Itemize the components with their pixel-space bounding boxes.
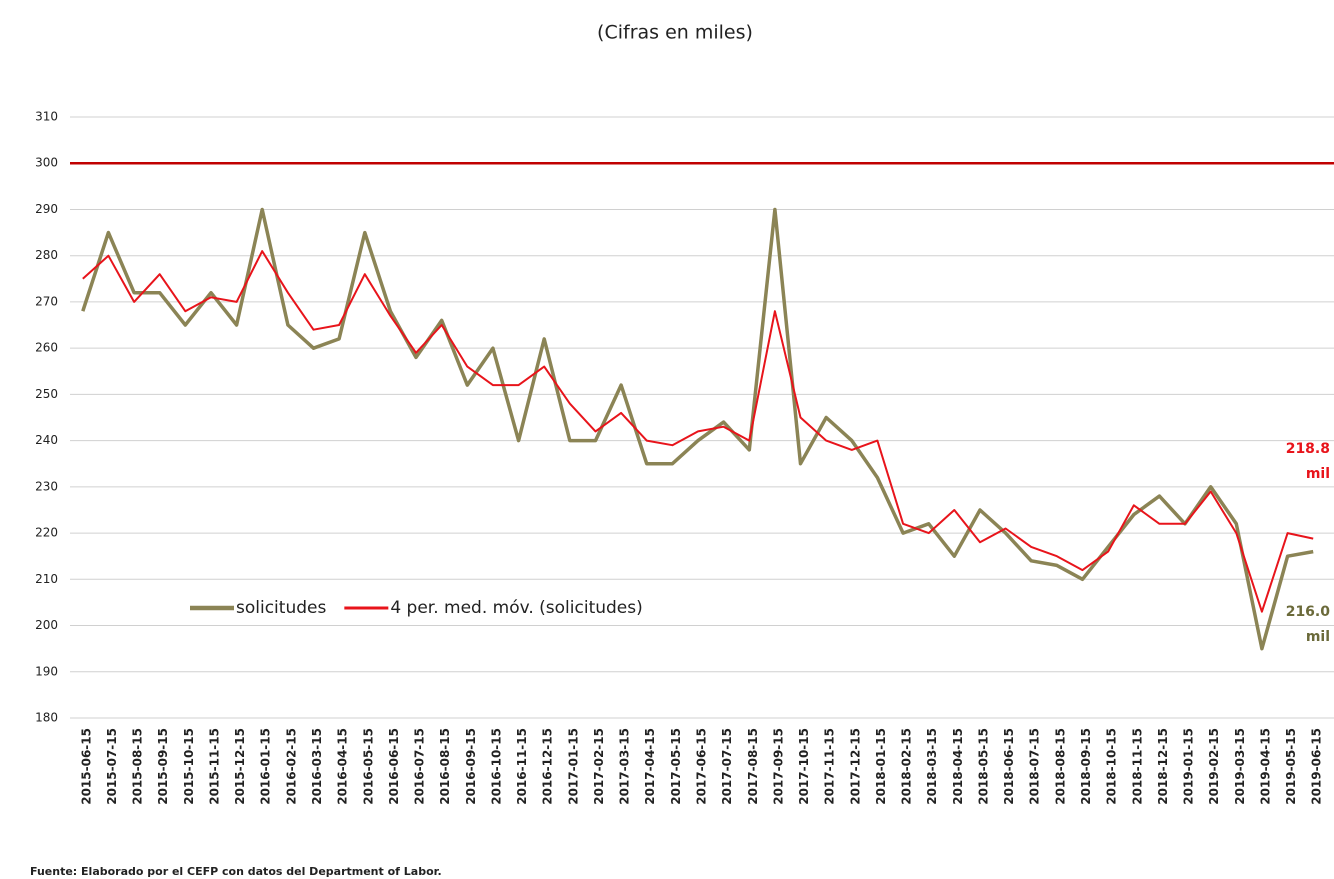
- x-tick-label: 2016-01-15: [259, 728, 273, 805]
- y-tick-label: 190: [35, 664, 58, 678]
- y-tick-label: 230: [35, 479, 58, 493]
- y-tick-label: 210: [35, 572, 58, 586]
- x-tick-label: 2016-11-15: [515, 728, 529, 805]
- x-tick-label: 2018-08-15: [1053, 728, 1067, 805]
- chart-subtitle: (Cifras en miles): [597, 22, 753, 44]
- annotation: mil: [1306, 466, 1330, 482]
- x-tick-label: 2018-01-15: [874, 728, 888, 805]
- x-tick-label: 2017-07-15: [720, 728, 734, 805]
- x-tick-label: 2016-03-15: [310, 728, 324, 805]
- y-tick-label: 250: [35, 387, 58, 401]
- x-tick-label: 2017-02-15: [592, 728, 606, 805]
- x-tick-label: 2017-01-15: [566, 728, 580, 805]
- x-tick-label: 2015-11-15: [207, 728, 221, 805]
- x-tick-label: 2017-11-15: [823, 728, 837, 805]
- x-tick-label: 2018-09-15: [1079, 728, 1093, 805]
- x-tick-label: 2019-03-15: [1233, 728, 1247, 805]
- x-tick-label: 2017-06-15: [695, 728, 709, 805]
- y-tick-label: 180: [35, 711, 58, 725]
- x-tick-label: 2015-09-15: [156, 728, 170, 805]
- x-tick-label: 2016-02-15: [284, 728, 298, 805]
- x-tick-label: 2017-10-15: [797, 728, 811, 805]
- x-tick-label: 2018-02-15: [900, 728, 914, 805]
- x-tick-label: 2016-05-15: [361, 728, 375, 805]
- x-tick-label: 2019-02-15: [1207, 728, 1221, 805]
- x-tick-label: 2018-10-15: [1105, 728, 1119, 805]
- x-tick-label: 2019-06-15: [1310, 728, 1324, 805]
- x-tick-label: 2018-06-15: [1002, 728, 1016, 805]
- series-line: [81, 207, 1314, 651]
- x-tick-label: 2017-05-15: [669, 728, 683, 805]
- x-tick-label: 2015-10-15: [182, 728, 196, 805]
- x-tick-label: 2015-08-15: [131, 728, 145, 805]
- y-tick-label: 260: [35, 341, 58, 355]
- x-tick-label: 2018-04-15: [951, 728, 965, 805]
- x-tick-label: 2017-12-15: [848, 728, 862, 805]
- y-tick-label: 280: [35, 248, 58, 262]
- y-tick-label: 290: [35, 202, 58, 216]
- x-tick-label: 2016-06-15: [387, 728, 401, 805]
- y-tick-label: 270: [35, 294, 58, 308]
- legend-label: 4 per. med. móv. (solicitudes): [390, 598, 642, 618]
- x-tick-label: 2015-06-15: [79, 728, 93, 805]
- y-tick-label: 200: [35, 618, 58, 632]
- x-tick-label: 2018-11-15: [1130, 728, 1144, 805]
- annotation: 216.0: [1286, 604, 1331, 620]
- x-tick-label: 2019-04-15: [1258, 728, 1272, 805]
- x-tick-label: 2017-09-15: [771, 728, 785, 805]
- x-tick-label: 2015-07-15: [105, 728, 119, 805]
- x-tick-label: 2018-05-15: [976, 728, 990, 805]
- legend-label: solicitudes: [236, 598, 326, 618]
- x-tick-label: 2019-01-15: [1182, 728, 1196, 805]
- x-tick-label: 2016-07-15: [413, 728, 427, 805]
- annotation: 218.8: [1286, 441, 1330, 457]
- x-tick-label: 2017-03-15: [618, 728, 632, 805]
- series-line: [82, 250, 1314, 613]
- x-tick-label: 2018-03-15: [925, 728, 939, 805]
- x-tick-label: 2016-12-15: [541, 728, 555, 805]
- y-tick-label: 310: [35, 110, 58, 124]
- x-tick-label: 2016-10-15: [489, 728, 503, 805]
- x-tick-label: 2016-09-15: [464, 728, 478, 805]
- x-tick-label: 2015-12-15: [233, 728, 247, 805]
- y-tick-label: 240: [35, 433, 58, 447]
- y-tick-label: 220: [35, 526, 58, 540]
- x-tick-label: 2017-08-15: [746, 728, 760, 805]
- x-tick-label: 2016-08-15: [438, 728, 452, 805]
- x-tick-label: 2017-04-15: [643, 728, 657, 805]
- source-note: Fuente: Elaborado por el CEFP con datos …: [30, 865, 442, 878]
- y-tick-label: 300: [35, 156, 58, 170]
- x-tick-label: 2019-05-15: [1284, 728, 1298, 805]
- annotation: mil: [1306, 629, 1330, 645]
- x-tick-label: 2018-07-15: [1028, 728, 1042, 805]
- x-tick-label: 2016-04-15: [336, 728, 350, 805]
- x-tick-label: 2018-12-15: [1156, 728, 1170, 805]
